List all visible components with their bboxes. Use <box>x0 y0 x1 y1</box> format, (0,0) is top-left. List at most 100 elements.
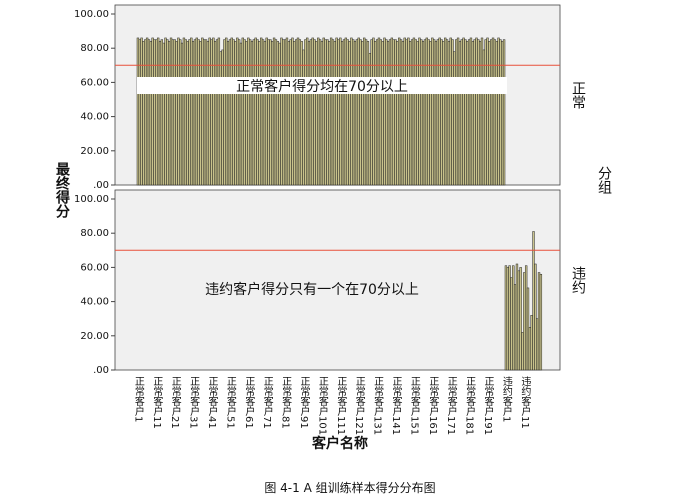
x-tick-label: 正常客户131 <box>372 376 384 435</box>
bar <box>471 41 474 186</box>
bar <box>306 37 309 186</box>
bar <box>423 39 427 186</box>
bar <box>537 272 541 371</box>
bar <box>171 39 175 186</box>
bar <box>447 41 451 186</box>
bar <box>247 37 250 186</box>
bar <box>329 37 333 186</box>
bar <box>524 265 528 371</box>
bar <box>173 39 176 186</box>
x-tick-label: 正常客户21 <box>169 376 181 429</box>
y-tick-label: 20.00 <box>80 331 109 342</box>
bar <box>455 39 458 186</box>
bar <box>136 37 140 186</box>
bar <box>350 37 353 186</box>
bar <box>519 267 522 371</box>
bar <box>399 39 403 186</box>
bar <box>204 39 208 186</box>
bar <box>217 37 221 186</box>
bar <box>291 37 294 186</box>
bar <box>147 39 151 186</box>
bar <box>272 37 276 186</box>
bar <box>250 41 254 186</box>
bar <box>274 39 278 186</box>
annotation-box <box>137 77 507 94</box>
bar <box>506 267 509 371</box>
bar <box>440 39 443 186</box>
y-tick-label: .00 <box>93 180 109 191</box>
bar <box>488 41 491 186</box>
bar <box>219 51 222 186</box>
bar <box>162 42 165 186</box>
bar <box>199 41 202 186</box>
bar <box>202 39 206 186</box>
x-tick-label: 正常客户51 <box>224 376 236 429</box>
bar <box>501 41 504 186</box>
x-tick-label: 正常客户61 <box>243 376 255 429</box>
bar <box>151 37 154 186</box>
bar <box>340 41 344 186</box>
bar <box>431 37 434 186</box>
bar <box>449 37 452 186</box>
annotation: 违约客户得分只有一个在70分以上 <box>205 281 419 298</box>
bar <box>239 42 243 186</box>
bar <box>386 41 390 186</box>
bar <box>364 39 368 186</box>
bar <box>398 37 401 186</box>
bar <box>374 41 377 186</box>
bar <box>302 49 305 186</box>
y-tick-label: 40.00 <box>80 112 109 123</box>
bar <box>436 39 440 186</box>
bar <box>534 263 537 371</box>
bar <box>188 39 191 186</box>
bar <box>140 37 143 186</box>
bar <box>499 39 502 186</box>
annotation: 正常客户得分均在70分以上 <box>236 78 408 95</box>
bar <box>427 39 430 186</box>
bar <box>375 39 379 186</box>
bar <box>184 39 187 186</box>
bar <box>355 39 359 186</box>
bar <box>214 41 217 186</box>
bar <box>164 37 167 186</box>
bar <box>513 284 517 371</box>
bar <box>464 39 467 186</box>
bar <box>149 41 152 186</box>
x-tick-label: 正常客户141 <box>390 376 402 435</box>
y-tick-label: 80.00 <box>80 228 109 239</box>
bar <box>309 39 313 186</box>
bar <box>517 270 520 371</box>
bar <box>145 37 149 186</box>
bar <box>418 37 421 186</box>
bar <box>158 41 162 186</box>
bar <box>409 41 412 186</box>
bar <box>359 39 362 186</box>
bar <box>379 39 382 186</box>
bar <box>283 39 287 186</box>
bar <box>331 39 335 186</box>
bar <box>210 39 213 186</box>
bar <box>526 287 530 371</box>
bar <box>502 39 506 186</box>
bar <box>186 41 189 186</box>
bar <box>425 37 428 186</box>
bar <box>179 39 182 186</box>
bar <box>232 39 235 186</box>
x-tick-label: 正常客户111 <box>335 376 347 435</box>
bar <box>221 49 224 186</box>
bar <box>370 39 373 186</box>
bar <box>405 39 408 186</box>
x-tick-label: 正常客户121 <box>353 376 365 435</box>
x-tick-label: 正常客户71 <box>261 376 273 429</box>
bar <box>153 39 156 186</box>
bar <box>445 39 449 186</box>
bar <box>258 41 261 186</box>
y-tick-label: 80.00 <box>80 43 109 54</box>
facet-name: 违约 <box>570 266 586 294</box>
x-tick-label: 违约客户1 <box>500 376 512 423</box>
bar <box>451 39 454 186</box>
bar <box>414 39 417 186</box>
bar <box>497 37 500 186</box>
y-tick-label: 100.00 <box>74 9 109 20</box>
bar <box>432 39 436 186</box>
